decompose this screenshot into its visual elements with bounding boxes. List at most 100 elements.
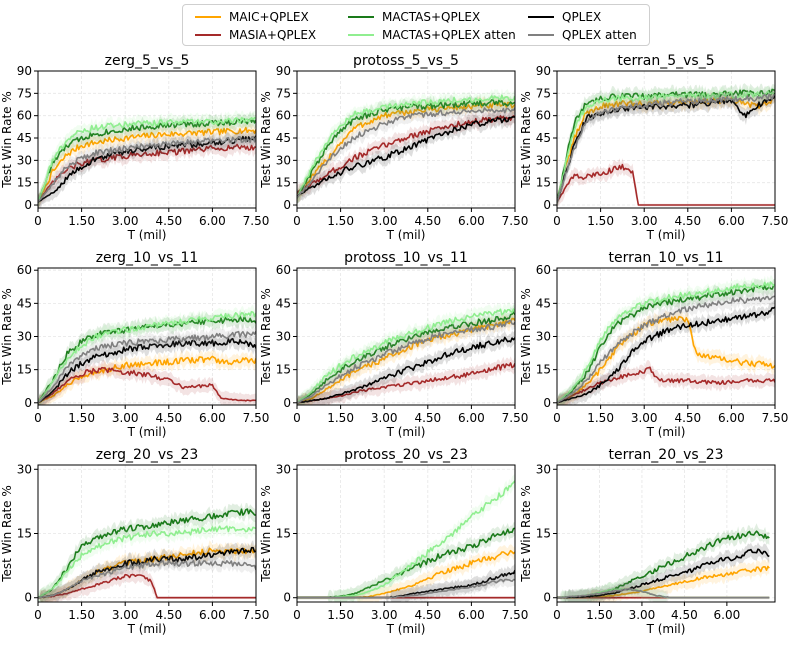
xtick-label-protoss-20-vs-23-1: 1.50 [327,608,354,622]
xtick-label-protoss-20-vs-23-0: 0 [293,608,301,622]
legend-label-mactas: MACTAS+QPLEX [382,10,481,24]
xlabel-protoss-10-vs-11: T (mil) [386,425,426,439]
xtick-label-protoss-20-vs-23-3: 4.50 [414,608,441,622]
xlabel-protoss-20-vs-23: T (mil) [386,622,426,636]
band-zerg-20-vs-23-mactas-qplex [38,502,256,602]
series-zerg-10-vs-11-qplex-atten [38,330,256,404]
band-zerg-5-vs-5-qplex [38,128,256,208]
xtick-label-zerg-5-vs-5-2: 3.00 [112,214,139,228]
xtick-label-protoss-10-vs-11-2: 3.00 [371,411,398,425]
legend-item-mactas: MACTAS+QPLEX [348,8,480,26]
band-terran-10-vs-11-qplex [557,299,775,405]
band-zerg-10-vs-11-qplex-atten [38,323,256,405]
band-protoss-20-vs-23-qplex-atten [297,572,515,602]
band-protoss-5-vs-5-masia-qplex [297,108,515,202]
xtick-label-zerg-5-vs-5-4: 6.00 [199,214,226,228]
series-zerg-5-vs-5-mactas-qplex [38,118,256,203]
legend-label-masia: MASIA+QPLEX [229,28,317,42]
band-zerg-10-vs-11-mactas-qplex [38,309,256,405]
band-terran-10-vs-11-qplex-atten [557,289,775,405]
series-zerg-5-vs-5-qplex-atten [38,135,256,203]
legend-item-mactas-atten: MACTAS+QPLEX atten [348,26,516,44]
ylabel-zerg-10-vs-11: Test Win Rate % [0,288,14,386]
plot-area-terran-5-vs-5 [557,83,775,208]
panel-terran-10-vs-11: 0 15 30 45 60 0 1.50 3.00 4.50 6.00 7.50 terran_10_… [519,250,788,439]
series-zerg-20-vs-23-mactas-qplex-atten [38,525,256,599]
xtick-label-protoss-5-vs-5-5: 7.50 [502,214,529,228]
ytick-label-protoss-10-vs-11-3: 45 [276,296,291,310]
series-zerg-10-vs-11-mactas-qplex [38,315,256,404]
band-terran-10-vs-11-maic-qplex [557,309,775,405]
ytick-label-terran-5-vs-5-5: 75 [536,86,551,100]
xlabel-zerg-10-vs-11: T (mil) [127,425,167,439]
ylabel-zerg-5-vs-5: Test Win Rate % [0,91,14,189]
band-terran-20-vs-23-qplex-atten [557,581,770,602]
series-protoss-10-vs-11-mactas-qplex [297,311,515,404]
panel-title-terran-10-vs-11: terran_10_vs_11 [608,250,723,266]
ylabel-zerg-20-vs-23: Test Win Rate % [0,485,14,583]
ytick-label-terran-5-vs-5-3: 45 [536,131,551,145]
series-protoss-20-vs-23-qplex-atten [297,578,515,599]
xtick-label-zerg-5-vs-5-0: 0 [34,214,42,228]
xtick-label-protoss-5-vs-5-2: 3.00 [371,214,398,228]
xtick-label-terran-5-vs-5-1: 1.50 [587,214,614,228]
xlabel-terran-10-vs-11: T (mil) [646,425,686,439]
xtick-label-terran-5-vs-5-4: 6.00 [718,214,745,228]
xtick-label-terran-20-vs-23-4: 6.00 [714,608,741,622]
panel-zerg-20-vs-23: 0 15 30 0 1.50 3.00 4.50 6.00 7.50 zerg_20_vs_23 T… [0,447,269,636]
xtick-label-zerg-10-vs-11-3: 4.50 [155,411,182,425]
legend-swatch-masia [195,34,221,36]
series-terran-10-vs-11-masia-qplex [557,366,775,404]
series-protoss-10-vs-11-mactas-qplex-atten [297,308,515,404]
ytick-label-protoss-5-vs-5-1: 15 [276,176,291,190]
ytick-label-protoss-5-vs-5-4: 60 [276,109,291,123]
ytick-label-protoss-10-vs-11-2: 30 [276,330,291,344]
series-zerg-5-vs-5-mactas-qplex-atten [38,116,256,203]
legend-swatch-mactas-atten [348,34,374,36]
xtick-label-protoss-5-vs-5-0: 0 [293,214,301,228]
legend-swatch-qplex [528,16,554,18]
band-terran-10-vs-11-masia-qplex [557,360,775,405]
ytick-label-zerg-10-vs-11-4: 60 [17,263,32,277]
ytick-label-protoss-5-vs-5-0: 0 [283,198,291,212]
series-protoss-5-vs-5-qplex [297,116,515,198]
panel-terran-5-vs-5: 0 15 30 45 60 75 90 0 1.50 3.00 4.50 6.00 7.50 terran… [519,53,788,242]
ytick-label-terran-10-vs-11-4: 60 [536,263,551,277]
band-protoss-10-vs-11-qplex-atten [297,314,515,405]
xtick-label-protoss-20-vs-23-5: 7.50 [502,608,529,622]
panel-protoss-10-vs-11: 0 15 30 45 60 0 1.50 3.00 4.50 6.00 7.50 protoss_10… [259,250,528,439]
ylabel-terran-20-vs-23: Test Win Rate % [519,485,533,583]
panel-title-zerg-10-vs-11: zerg_10_vs_11 [96,250,199,266]
ylabel-terran-5-vs-5: Test Win Rate % [519,91,533,189]
ytick-label-zerg-5-vs-5-4: 60 [17,109,32,123]
ytick-label-protoss-10-vs-11-1: 15 [276,363,291,377]
legend: MAIC+QPLEX MASIA+QPLEX MACTAS+QPLEX MACT… [182,4,650,46]
xtick-label-terran-5-vs-5-5: 7.50 [762,214,789,228]
band-terran-5-vs-5-maic-qplex [557,89,775,208]
ytick-label-zerg-10-vs-11-1: 15 [17,363,32,377]
band-terran-20-vs-23-qplex [557,542,770,602]
ytick-label-terran-10-vs-11-2: 30 [536,330,551,344]
band-protoss-20-vs-23-mactas-qplex [297,522,515,602]
xtick-label-zerg-20-vs-23-4: 6.00 [199,608,226,622]
plot-area-terran-20-vs-23 [557,523,770,602]
series-terran-20-vs-23-qplex [557,548,770,599]
ytick-label-protoss-10-vs-11-0: 0 [283,396,291,410]
panel-title-zerg-20-vs-23: zerg_20_vs_23 [96,447,199,463]
xtick-label-protoss-20-vs-23-2: 3.00 [371,608,398,622]
xtick-label-terran-20-vs-23-0: 0 [553,608,561,622]
xtick-label-protoss-10-vs-11-1: 1.50 [327,411,354,425]
series-terran-10-vs-11-mactas-qplex [557,283,775,404]
ytick-label-protoss-20-vs-23-1: 15 [276,527,291,541]
band-zerg-5-vs-5-qplex-atten [38,128,256,208]
plot-area-terran-10-vs-11 [557,275,775,405]
xtick-label-protoss-10-vs-11-3: 4.50 [414,411,441,425]
xtick-label-zerg-20-vs-23-5: 7.50 [243,608,270,622]
ytick-label-terran-10-vs-11-0: 0 [543,396,551,410]
xtick-label-zerg-20-vs-23-1: 1.50 [68,608,95,622]
panel-title-terran-5-vs-5: terran_5_vs_5 [617,53,714,69]
xlabel-zerg-5-vs-5: T (mil) [127,228,167,242]
ytick-label-zerg-5-vs-5-2: 30 [17,153,32,167]
xtick-label-zerg-10-vs-11-2: 3.00 [112,411,139,425]
series-terran-5-vs-5-qplex [557,93,775,203]
